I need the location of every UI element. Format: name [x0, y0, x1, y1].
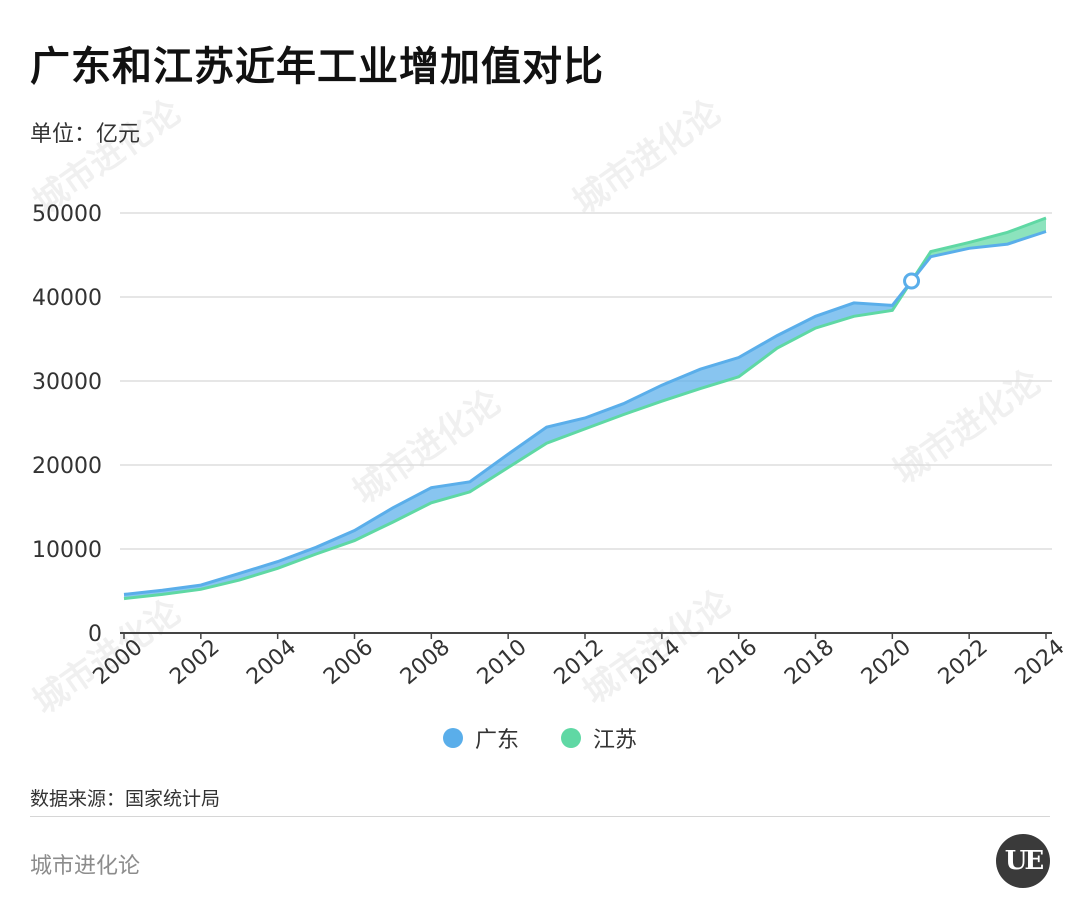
- x-tick-label: 2014: [626, 635, 685, 690]
- legend-label-jiangsu: 江苏: [593, 728, 638, 753]
- series-line-jiangsu: [123, 216, 1047, 601]
- y-tick-label: 20000: [32, 454, 102, 479]
- y-tick-label: 30000: [32, 370, 102, 395]
- y-tick-label: 0: [88, 622, 102, 647]
- legend-item-guangdong[interactable]: 广东: [442, 722, 519, 754]
- y-tick-label: 50000: [32, 202, 102, 227]
- legend: 广东 江苏: [0, 722, 1080, 754]
- x-tick-label: 2010: [473, 635, 532, 690]
- legend-dot-guangdong: [442, 728, 463, 748]
- brand-logo: UE: [996, 834, 1050, 888]
- source-note: 数据来源：国家统计局: [30, 788, 221, 810]
- unit-label: 单位：亿元: [30, 122, 141, 147]
- legend-dot-jiangsu: [561, 728, 581, 748]
- x-tick-label: 2012: [550, 635, 609, 690]
- brand-name: 城市进化论: [30, 854, 141, 879]
- series-line-guangdong: [123, 230, 1047, 596]
- x-tick-label: 2006: [319, 635, 378, 690]
- x-tick-label: 2004: [242, 635, 301, 690]
- x-tick-label: 2024: [1011, 635, 1070, 690]
- x-tick-label: 2008: [396, 635, 455, 690]
- legend-label-guangdong: 广东: [474, 728, 519, 753]
- y-tick-label: 10000: [32, 538, 102, 563]
- y-tick-label: 40000: [32, 286, 102, 311]
- x-tick-label: 2016: [703, 635, 762, 690]
- legend-item-jiangsu[interactable]: 江苏: [561, 722, 637, 754]
- x-tick-label: 2020: [857, 635, 916, 690]
- band-area: [124, 281, 912, 599]
- x-tick-label: 2018: [780, 635, 839, 690]
- x-tick-label: 2002: [165, 635, 224, 690]
- x-tick-label: 2022: [934, 635, 993, 690]
- band-area: [911, 218, 1046, 281]
- chart-title: 广东和江苏近年工业增加值对比: [30, 44, 604, 90]
- crossover-marker: [903, 272, 921, 290]
- footer-divider: [30, 816, 1050, 817]
